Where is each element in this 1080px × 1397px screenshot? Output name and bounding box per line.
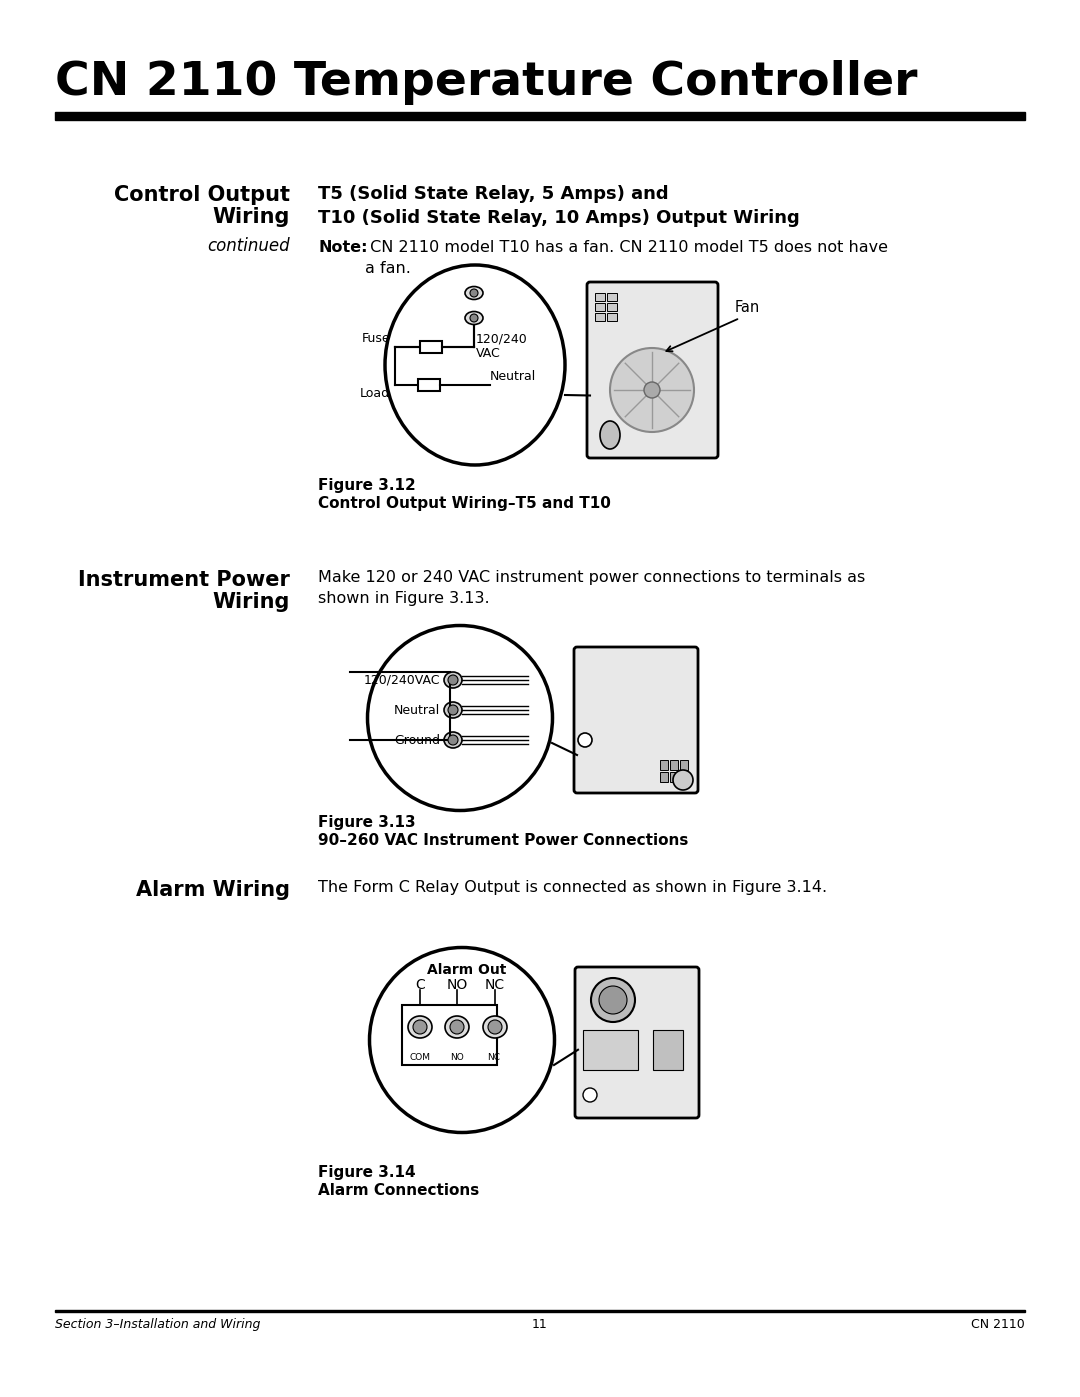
Ellipse shape <box>444 732 462 747</box>
Ellipse shape <box>483 1016 507 1038</box>
Text: NC: NC <box>487 1053 500 1062</box>
Text: T5 (Solid State Relay, 5 Amps) and
T10 (Solid State Relay, 10 Amps) Output Wirin: T5 (Solid State Relay, 5 Amps) and T10 (… <box>318 184 800 226</box>
Bar <box>670 773 678 782</box>
Text: Make 120 or 240 VAC instrument power connections to terminals as
shown in Figure: Make 120 or 240 VAC instrument power con… <box>318 570 865 606</box>
Ellipse shape <box>367 626 553 810</box>
FancyBboxPatch shape <box>573 647 698 793</box>
Bar <box>607 303 617 312</box>
Bar <box>55 112 1025 120</box>
Ellipse shape <box>465 312 483 324</box>
Circle shape <box>583 1088 597 1102</box>
Text: 120/240VAC: 120/240VAC <box>364 673 440 686</box>
Text: Load: Load <box>360 387 390 400</box>
Text: Wiring: Wiring <box>213 592 291 612</box>
Ellipse shape <box>600 420 620 448</box>
Ellipse shape <box>384 265 565 465</box>
Ellipse shape <box>408 1016 432 1038</box>
Bar <box>55 1310 1025 1312</box>
Ellipse shape <box>444 672 462 687</box>
Bar <box>595 313 605 321</box>
Circle shape <box>673 770 693 789</box>
Text: Section 3–Installation and Wiring: Section 3–Installation and Wiring <box>55 1317 260 1331</box>
Text: COM: COM <box>409 1053 431 1062</box>
Circle shape <box>591 978 635 1023</box>
FancyBboxPatch shape <box>575 967 699 1118</box>
Circle shape <box>450 1020 464 1034</box>
Text: Alarm Wiring: Alarm Wiring <box>136 880 291 900</box>
Bar <box>418 379 440 391</box>
Ellipse shape <box>369 947 554 1133</box>
Text: 120/240: 120/240 <box>476 332 528 346</box>
Circle shape <box>488 1020 502 1034</box>
Bar <box>607 293 617 300</box>
Text: Ground: Ground <box>394 733 440 746</box>
Text: Neutral: Neutral <box>394 704 440 717</box>
Bar <box>680 773 688 782</box>
Text: CN 2110 Temperature Controller: CN 2110 Temperature Controller <box>55 60 918 105</box>
Circle shape <box>578 733 592 747</box>
Text: Figure 3.12: Figure 3.12 <box>318 478 416 493</box>
Ellipse shape <box>444 703 462 718</box>
FancyBboxPatch shape <box>588 282 718 458</box>
Text: Wiring: Wiring <box>213 207 291 226</box>
Bar <box>670 760 678 770</box>
Circle shape <box>599 986 627 1014</box>
Text: Fan: Fan <box>735 300 760 314</box>
Bar <box>595 303 605 312</box>
Text: The Form C Relay Output is connected as shown in Figure 3.14.: The Form C Relay Output is connected as … <box>318 880 827 895</box>
Bar <box>583 1030 638 1070</box>
Bar <box>420 341 442 353</box>
Text: Control Output Wiring–T5 and T10: Control Output Wiring–T5 and T10 <box>318 496 611 511</box>
Text: NC: NC <box>485 978 505 992</box>
Ellipse shape <box>465 286 483 299</box>
Circle shape <box>448 675 458 685</box>
Circle shape <box>644 381 660 398</box>
Bar <box>653 1030 683 1070</box>
Text: Fuse: Fuse <box>362 332 390 345</box>
Text: VAC: VAC <box>476 346 501 360</box>
Bar <box>660 760 669 770</box>
Text: Figure 3.14: Figure 3.14 <box>318 1165 416 1180</box>
Text: CN 2110 model T10 has a fan. CN 2110 model T5 does not have
a fan.: CN 2110 model T10 has a fan. CN 2110 mod… <box>365 240 888 277</box>
Text: Alarm Out: Alarm Out <box>428 963 507 977</box>
Text: Control Output: Control Output <box>114 184 291 205</box>
Text: 90–260 VAC Instrument Power Connections: 90–260 VAC Instrument Power Connections <box>318 833 688 848</box>
Text: continued: continued <box>207 237 291 256</box>
Bar <box>595 293 605 300</box>
Text: NO: NO <box>450 1053 464 1062</box>
Text: Neutral: Neutral <box>490 370 537 383</box>
Text: Instrument Power: Instrument Power <box>78 570 291 590</box>
Text: NO: NO <box>446 978 468 992</box>
Circle shape <box>413 1020 427 1034</box>
Bar <box>680 760 688 770</box>
Circle shape <box>448 705 458 715</box>
Text: Note:: Note: <box>318 240 367 256</box>
Circle shape <box>470 289 478 298</box>
Ellipse shape <box>445 1016 469 1038</box>
Text: 11: 11 <box>532 1317 548 1331</box>
Bar <box>402 1004 497 1065</box>
Circle shape <box>610 348 694 432</box>
Bar <box>607 313 617 321</box>
Circle shape <box>470 314 478 321</box>
Bar <box>660 773 669 782</box>
Text: Figure 3.13: Figure 3.13 <box>318 814 416 830</box>
Text: Alarm Connections: Alarm Connections <box>318 1183 480 1199</box>
Text: CN 2110: CN 2110 <box>971 1317 1025 1331</box>
Circle shape <box>448 735 458 745</box>
Text: C: C <box>415 978 424 992</box>
